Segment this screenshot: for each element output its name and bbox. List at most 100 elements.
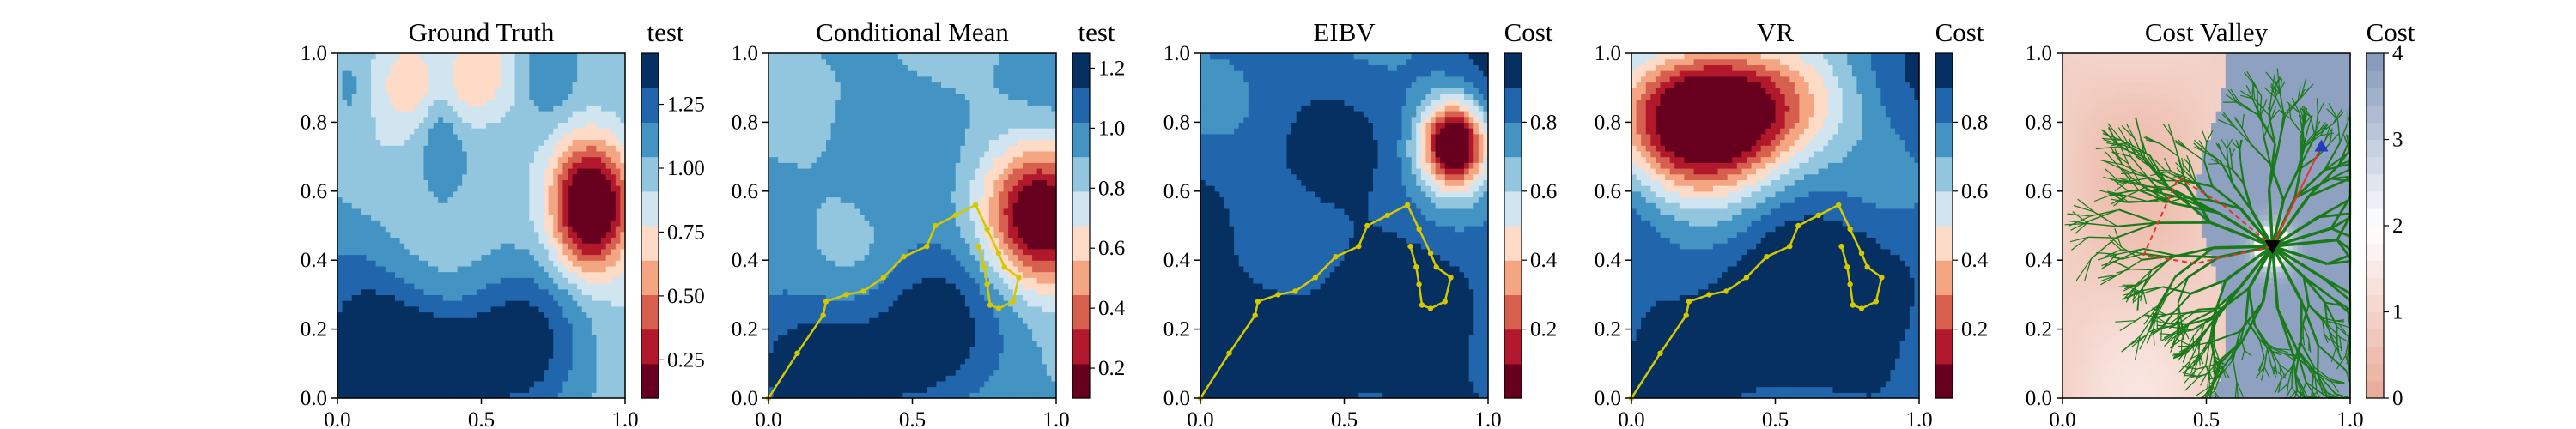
heatmap-cell <box>395 100 400 106</box>
heatmap-cell <box>347 312 352 318</box>
heatmap-cell <box>558 294 563 300</box>
heatmap-cell <box>611 100 616 106</box>
heatmap-cell <box>798 145 803 151</box>
heatmap-cell <box>400 260 405 266</box>
heatmap-cell <box>467 122 472 128</box>
heatmap-cell <box>778 122 783 128</box>
heatmap-cell <box>477 323 482 329</box>
heatmap-cell <box>410 100 415 106</box>
heatmap-cell <box>462 70 467 76</box>
heatmap-cell <box>831 53 836 59</box>
heatmap-cell <box>592 157 597 163</box>
heatmap-cell <box>361 277 367 283</box>
heatmap-cell <box>769 208 774 214</box>
heatmap-cell <box>616 294 621 300</box>
heatmap-cell <box>592 122 597 128</box>
heatmap-cell <box>361 323 367 329</box>
heatmap-cell <box>798 329 803 335</box>
heatmap-cell <box>404 82 410 88</box>
heatmap-cell <box>606 272 611 278</box>
heatmap-cell <box>778 185 783 191</box>
heatmap-cell <box>869 226 874 232</box>
heatmap-cell <box>835 185 841 191</box>
heatmap-cell <box>477 237 482 243</box>
heatmap-cell <box>568 364 573 370</box>
heatmap-cell <box>860 272 865 278</box>
heatmap-cell <box>865 294 870 300</box>
heatmap-cell <box>371 249 376 255</box>
heatmap-cell <box>817 358 822 364</box>
heatmap-cell <box>802 117 807 123</box>
heatmap-cell <box>467 197 472 203</box>
heatmap-cell <box>826 151 831 157</box>
heatmap-cell <box>486 145 491 151</box>
heatmap-cell <box>347 202 352 208</box>
heatmap-cell <box>390 358 395 364</box>
heatmap-cell <box>515 381 520 387</box>
heatmap-cell <box>544 232 549 238</box>
heatmap-cell <box>831 157 836 163</box>
heatmap-cell <box>798 208 803 214</box>
heatmap-cell <box>798 134 803 140</box>
heatmap-cell <box>597 162 602 168</box>
heatmap-cell <box>414 329 419 335</box>
heatmap-cell <box>371 174 376 180</box>
heatmap-cell <box>352 185 357 191</box>
heatmap-cell <box>798 100 803 106</box>
heatmap-cell <box>477 202 482 208</box>
heatmap-cell <box>486 352 491 358</box>
heatmap-cell <box>783 53 788 59</box>
heatmap-cell <box>606 323 611 329</box>
heatmap-cell <box>505 232 510 238</box>
heatmap-cell <box>501 59 506 65</box>
heatmap-cell <box>573 208 578 214</box>
heatmap-cell <box>462 208 467 214</box>
heatmap-cell <box>525 117 530 123</box>
heatmap-cell <box>380 88 386 94</box>
heatmap-cell <box>549 370 554 376</box>
heatmap-cell <box>477 335 482 341</box>
heatmap-cell <box>544 88 549 94</box>
heatmap-cell <box>414 100 419 106</box>
heatmap-cell <box>769 226 774 232</box>
heatmap-cell <box>434 100 439 106</box>
heatmap-cell <box>544 82 549 88</box>
heatmap-cell <box>769 162 774 168</box>
heatmap-cell <box>573 283 578 289</box>
heatmap-cell <box>352 88 357 94</box>
heatmap-cell <box>390 272 395 278</box>
heatmap-cell <box>376 134 381 140</box>
heatmap-cell <box>783 220 788 226</box>
heatmap-cell <box>352 312 357 318</box>
heatmap-cell <box>549 306 554 312</box>
heatmap-cell <box>597 157 602 163</box>
heatmap-cell <box>419 364 424 370</box>
heatmap-cell <box>611 283 616 289</box>
heatmap-cell <box>616 64 621 70</box>
heatmap-cell <box>337 76 343 82</box>
heatmap-cell <box>874 358 879 364</box>
heatmap-cell <box>534 145 539 151</box>
heatmap-cell <box>835 111 841 117</box>
heatmap-cell <box>568 260 573 266</box>
heatmap-cell <box>869 232 874 238</box>
heatmap-cell <box>447 185 453 191</box>
heatmap-cell <box>501 341 506 347</box>
heatmap-cell <box>414 283 419 289</box>
heatmap-cell <box>482 370 487 376</box>
heatmap-cell <box>774 128 779 134</box>
heatmap-cell <box>798 191 803 197</box>
heatmap-cell <box>471 364 477 370</box>
heatmap-cell <box>778 364 783 370</box>
heatmap-cell <box>831 185 836 191</box>
heatmap-cell <box>510 243 515 249</box>
heatmap-cell <box>453 122 458 128</box>
heatmap-cell <box>874 347 879 353</box>
heatmap-cell <box>367 214 372 221</box>
heatmap-cell <box>337 214 343 221</box>
heatmap-cell <box>462 168 467 174</box>
heatmap-cell <box>787 347 793 353</box>
heatmap-cell <box>793 76 798 82</box>
heatmap-cell <box>510 255 515 261</box>
heatmap-cell <box>534 255 539 261</box>
